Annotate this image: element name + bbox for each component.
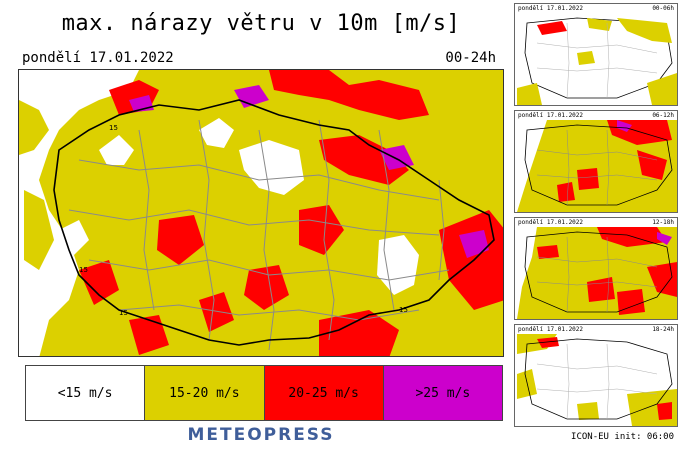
thumbnail-06-12[interactable]: pondělí 17.01.2022 06-12h [514,110,678,213]
map-background [19,70,503,356]
white-area-nw [99,135,134,165]
thumb-range: 00-06h [652,5,674,12]
red-area-east [439,210,503,310]
time-range-label: 00-24h [445,50,496,66]
yellow-patch-west-2 [24,190,54,270]
legend-cell-above-25: >25 m/s [383,366,502,420]
model-init-info: ICON-EU init: 06:00 [571,432,674,442]
white-area-central [239,140,304,195]
red-area-west-center [157,215,204,265]
main-panel: max. nárazy větru v 10m [m/s] pondělí 17… [12,5,510,445]
brand-logo: METEOPRESS [187,425,335,445]
white-area-north [199,118,234,148]
legend-label: 15-20 m/s [169,385,240,401]
legend-label: 20-25 m/s [288,385,359,401]
thumb-date: pondělí 17.01.2022 [518,219,584,226]
isoline-label: 15 [119,309,128,317]
country-border [53,99,495,346]
thumb-map [517,334,677,426]
yellow-patch-west [19,100,49,155]
legend-cell-15-20: 15-20 m/s [145,366,265,420]
red-area-sw [79,260,119,305]
thumb-map [517,120,677,212]
thumb-map [517,13,677,105]
district-boundaries [68,119,450,351]
map-svg: 15 15 15 15 [19,70,503,356]
wind-gust-map: 15 15 15 15 [18,69,504,357]
thumb-date: pondělí 17.01.2022 [518,326,584,333]
thumbnail-12-18[interactable]: pondělí 17.01.2022 12-18h [514,217,678,320]
legend: <15 m/s 15-20 m/s 20-25 m/s >25 m/s [25,365,503,421]
thumbnail-00-06[interactable]: pondělí 17.01.2022 00-06h [514,3,678,106]
thumb-range: 12-18h [652,219,674,226]
white-area-west [19,70,139,356]
white-area-w [59,220,89,255]
red-area-s2 [199,292,234,332]
red-area-north [269,70,429,120]
date-label: pondělí 17.01.2022 [22,50,174,66]
magenta-area-east [459,230,489,258]
thumb-range: 06-12h [652,112,674,119]
thumbnail-18-24[interactable]: pondělí 17.01.2022 18-24h [514,324,678,427]
legend-cell-20-25: 20-25 m/s [264,366,384,420]
legend-cell-below-15: <15 m/s [26,366,146,420]
red-area-center [299,205,344,255]
legend-label: >25 m/s [415,385,471,401]
thumb-range: 18-24h [652,326,674,333]
thumb-date: pondělí 17.01.2022 [518,5,584,12]
isoline-label: 15 [109,124,118,132]
isoline-label: 15 [399,306,408,314]
red-area-s3 [129,315,169,355]
thumb-date: pondělí 17.01.2022 [518,112,584,119]
legend-label: <15 m/s [57,385,113,401]
map-title: max. nárazy větru v 10m [m/s] [61,11,461,36]
thumb-map [517,227,677,319]
red-area-south [244,265,289,310]
red-area-se [319,310,399,356]
isoline-label: 15 [79,266,88,274]
